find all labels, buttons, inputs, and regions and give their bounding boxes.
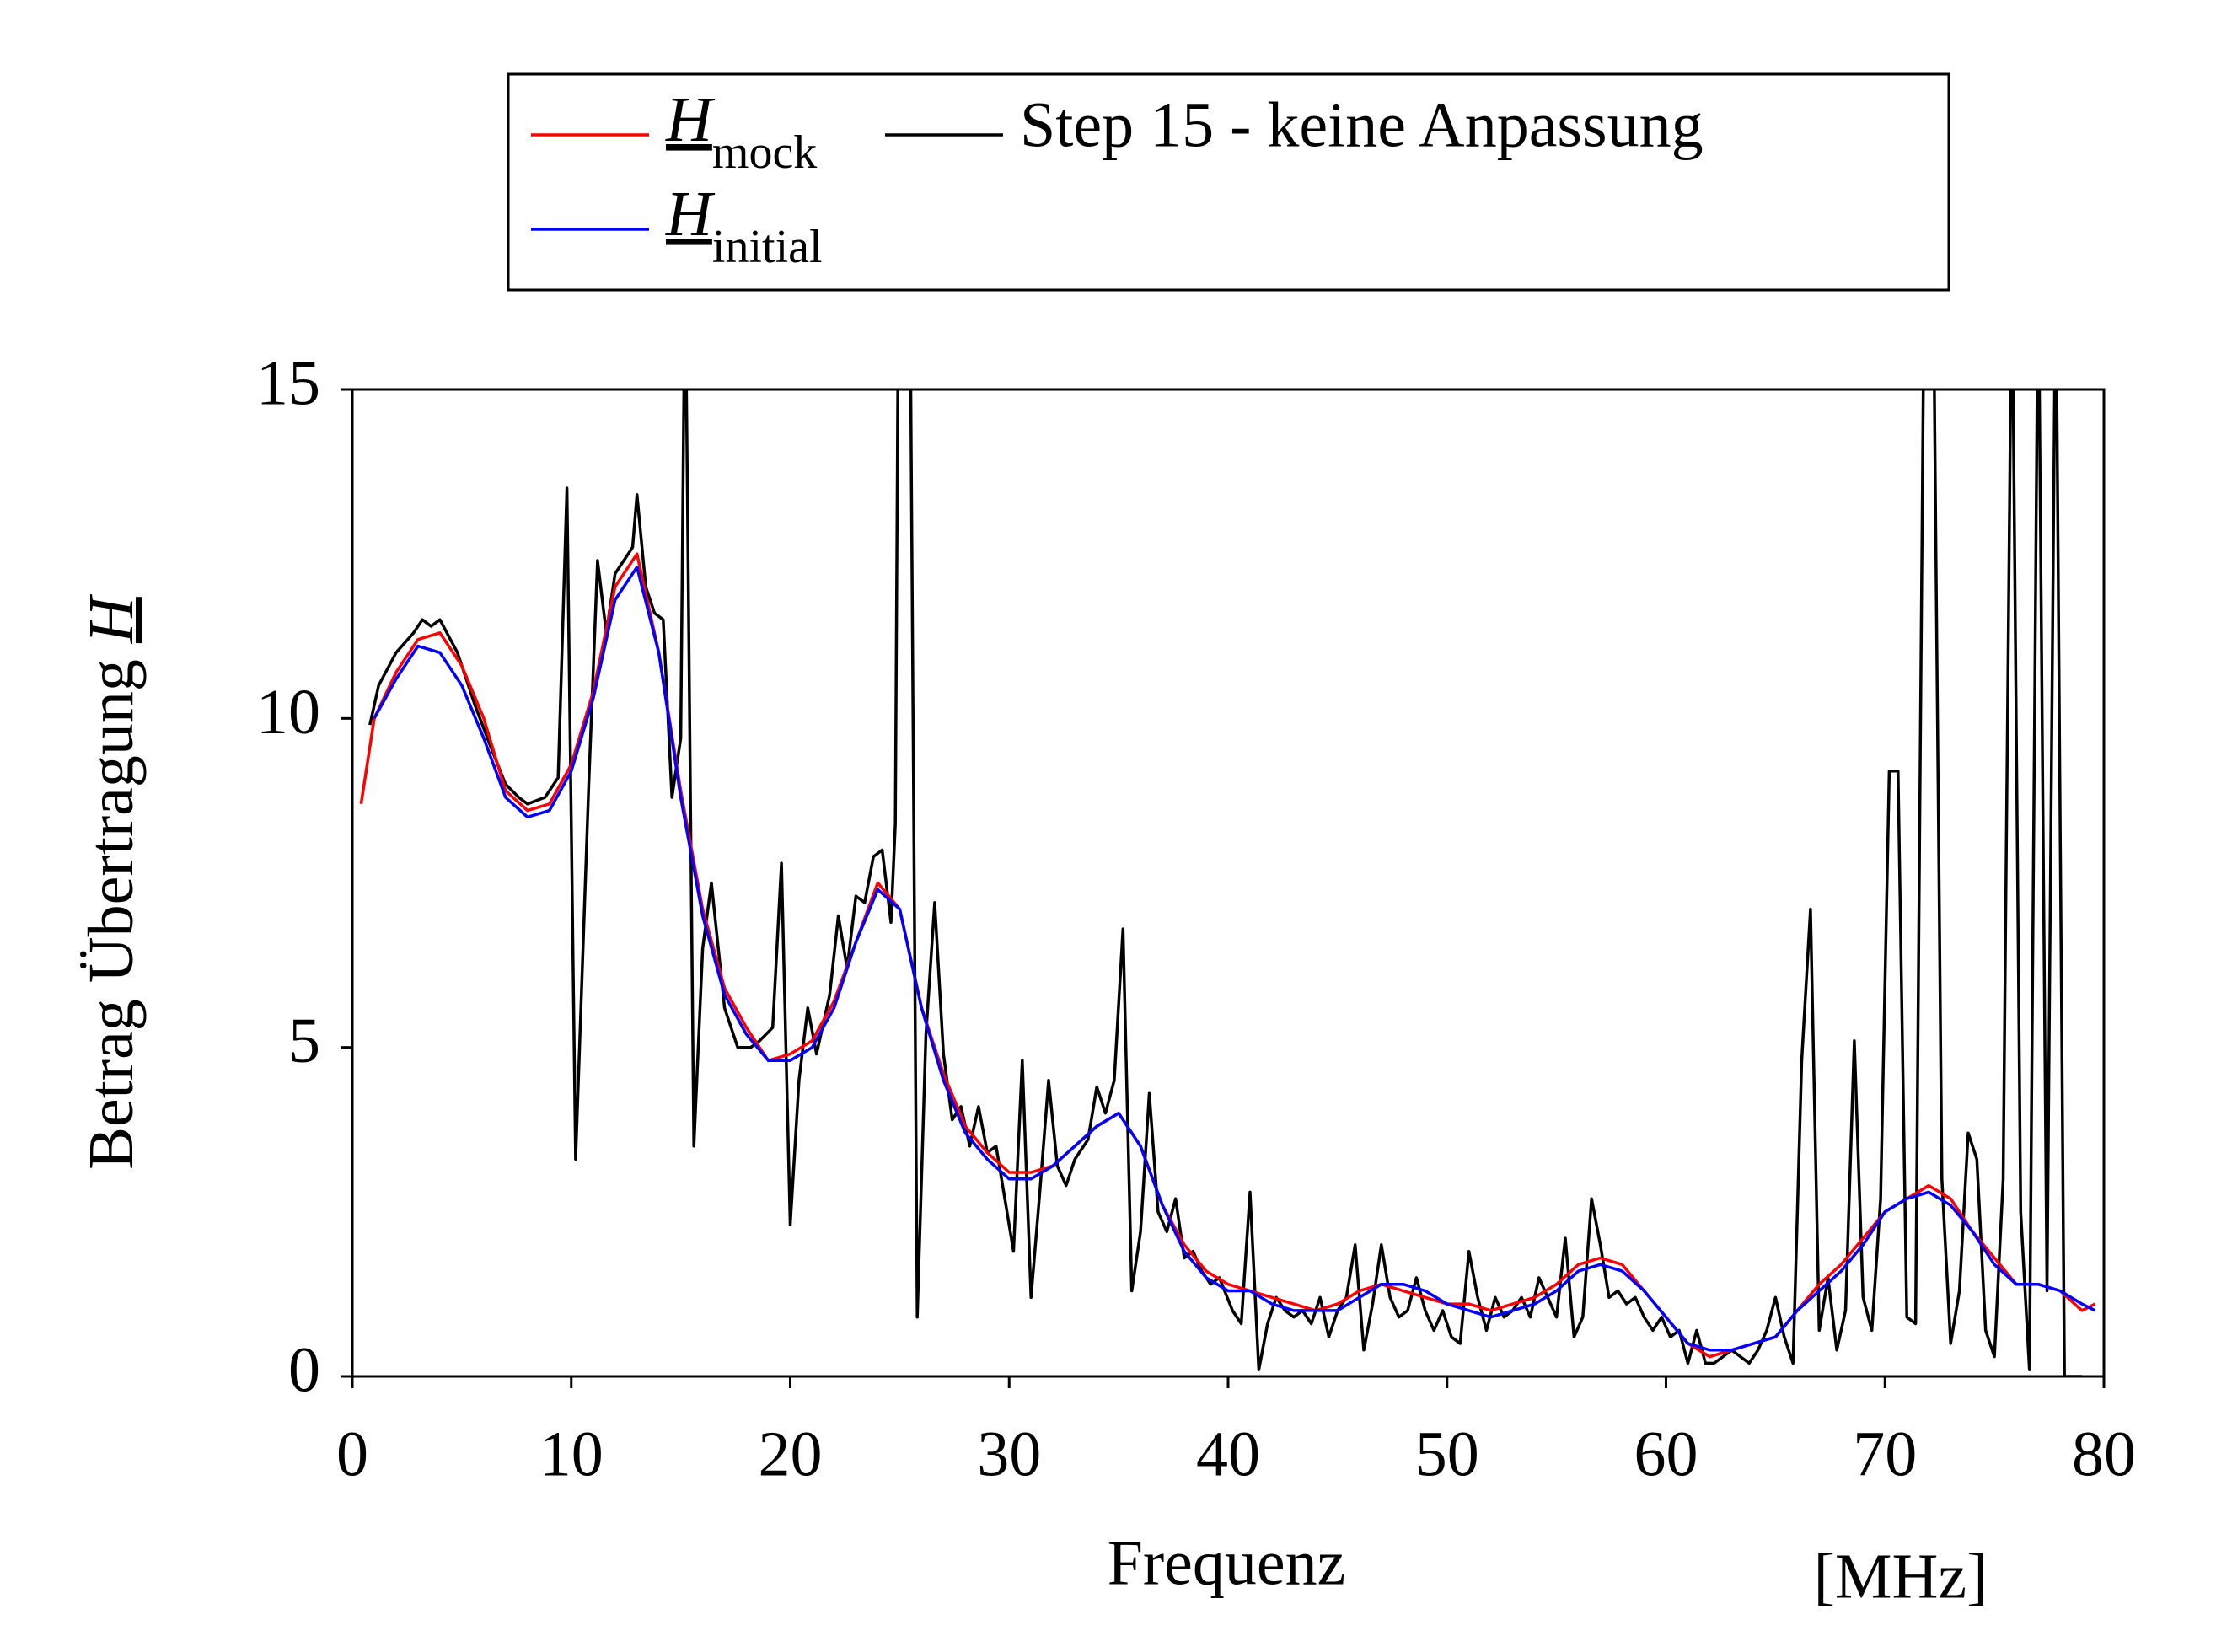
x-tick-label: 10	[539, 1419, 604, 1489]
x-tick-label: 50	[1415, 1419, 1479, 1489]
x-tick-label: 0	[336, 1419, 368, 1489]
data-line	[359, 552, 2096, 1359]
legend-symbol: H	[665, 84, 716, 155]
legend-label: Hmock	[665, 84, 817, 178]
axes-frame	[351, 388, 2106, 1378]
x-axis-unit: [MHz]	[1814, 1541, 1988, 1612]
legend-subscript: initial	[712, 221, 823, 273]
x-tick-label: 30	[977, 1419, 1041, 1489]
y-axis-label-symbol: H	[76, 593, 147, 644]
y-axis-label: Betrag Übertragung H	[76, 593, 147, 1170]
y-tick-label: 15	[256, 347, 320, 418]
legend-subscript: mock	[712, 126, 817, 179]
y-axis-label-text: Betrag Übertragung	[76, 659, 147, 1170]
plot-area	[359, 389, 2096, 1376]
y-tick-label: 0	[288, 1334, 320, 1405]
legend-label: Step 15 - keine Anpassung	[1020, 89, 1704, 160]
data-line	[368, 389, 2082, 1376]
y-tick-label: 10	[256, 677, 320, 748]
x-tick-label: 20	[759, 1419, 823, 1489]
x-tick-label: 60	[1634, 1419, 1698, 1489]
y-tick-label: 5	[288, 1006, 320, 1076]
x-tick-label: 70	[1853, 1419, 1917, 1489]
x-axis-label: Frequenz	[1108, 1527, 1346, 1598]
data-line	[373, 566, 2096, 1352]
legend-box	[507, 72, 1950, 292]
legend-label: Hinitial	[665, 179, 823, 272]
x-tick-label: 40	[1196, 1419, 1260, 1489]
legend-symbol: H	[665, 179, 716, 249]
x-tick-label: 80	[2072, 1419, 2136, 1489]
